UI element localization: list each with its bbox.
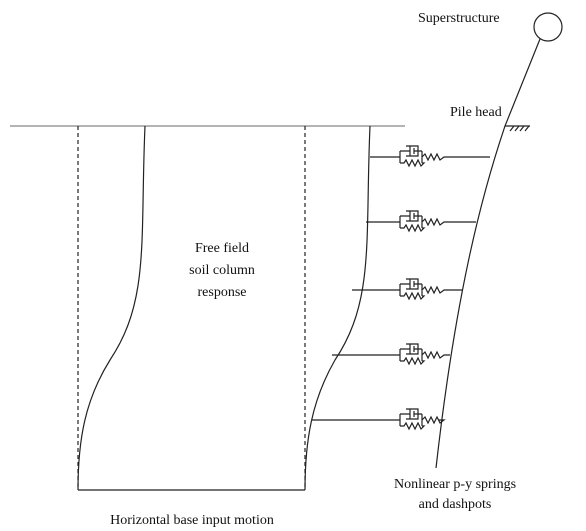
soil-right-curve — [304, 125, 371, 491]
base-motion-label: Horizontal base input motion — [110, 513, 274, 528]
superstructure-mass — [533, 12, 563, 42]
spring-dashpot — [352, 278, 463, 301]
spring-dashpots — [312, 145, 490, 431]
superstructure-label: Superstructure — [418, 11, 500, 26]
soil-label: Free field — [195, 241, 249, 256]
pile — [435, 38, 541, 469]
hatch — [509, 125, 530, 132]
spring-dashpot — [332, 343, 450, 366]
soil-label: response — [198, 285, 247, 300]
spring-dashpot — [312, 408, 446, 431]
soil-left-curve — [77, 125, 146, 491]
springs-label: Nonlinear p-y springs — [394, 477, 516, 492]
spring-dashpot — [370, 145, 490, 168]
springs-label: and dashpots — [419, 497, 492, 512]
spring-dashpot — [366, 210, 476, 233]
pile-head-label: Pile head — [450, 105, 502, 120]
soil-label: soil column — [189, 263, 255, 278]
